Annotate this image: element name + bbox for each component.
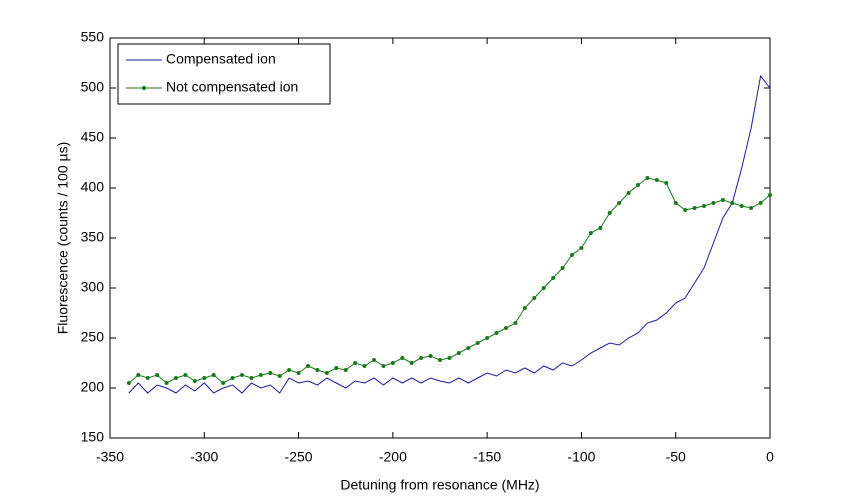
- series-marker: [381, 364, 386, 368]
- series-marker: [390, 361, 395, 365]
- x-tick-label: 0: [766, 449, 774, 465]
- series-marker: [315, 368, 320, 372]
- series-marker: [202, 376, 207, 380]
- series-marker: [541, 286, 546, 290]
- series-marker: [268, 371, 273, 375]
- series-marker: [475, 341, 480, 345]
- series-marker: [174, 376, 178, 380]
- series-marker: [240, 373, 244, 377]
- series-marker: [221, 381, 226, 385]
- series-line: [128, 177, 771, 384]
- series-marker: [607, 211, 612, 215]
- series-marker: [362, 364, 367, 368]
- series-marker: [296, 371, 301, 375]
- series-marker: [692, 206, 697, 210]
- series-marker: [126, 381, 131, 385]
- series-marker: [306, 364, 310, 368]
- x-tick-label: -350: [96, 449, 124, 465]
- series-marker: [504, 326, 508, 330]
- series-marker: [230, 376, 235, 380]
- series-marker: [183, 373, 188, 377]
- series-marker: [513, 321, 518, 325]
- series-marker: [711, 201, 716, 205]
- legend-marker: [142, 86, 146, 90]
- x-tick-label: -250: [285, 449, 313, 465]
- series-marker: [522, 306, 527, 310]
- y-tick-label: 300: [81, 279, 105, 295]
- y-axis-label: Fluorescence (counts / 100 µs): [55, 142, 71, 335]
- y-tick-label: 150: [81, 429, 105, 445]
- y-tick-label: 450: [81, 129, 105, 145]
- series-marker: [739, 204, 744, 208]
- series-marker: [456, 351, 461, 355]
- y-tick-label: 500: [81, 79, 105, 95]
- y-tick-label: 400: [81, 179, 105, 195]
- series-marker: [287, 368, 292, 372]
- series-line: [128, 74, 771, 394]
- series-marker: [164, 381, 169, 385]
- series-marker: [758, 201, 763, 205]
- series-marker: [428, 354, 433, 358]
- series-marker: [494, 331, 499, 335]
- series-marker: [277, 374, 282, 378]
- series-marker: [570, 253, 574, 257]
- series-marker: [598, 226, 603, 230]
- series-marker: [145, 376, 150, 380]
- series-marker: [588, 231, 593, 235]
- series-marker: [654, 178, 659, 182]
- series-marker: [683, 208, 688, 212]
- x-tick-label: -200: [379, 449, 407, 465]
- series-marker: [749, 206, 754, 210]
- x-tick-label: -50: [666, 449, 686, 465]
- series-marker: [409, 361, 414, 365]
- series-marker: [155, 373, 160, 377]
- series-marker: [343, 368, 348, 372]
- series-marker: [702, 204, 706, 208]
- series-marker: [730, 201, 735, 205]
- x-tick-label: -300: [190, 449, 218, 465]
- series-marker: [334, 366, 339, 370]
- series-marker: [438, 358, 442, 362]
- series-marker: [560, 266, 565, 270]
- legend-label: Compensated ion: [166, 51, 276, 67]
- series-marker: [466, 346, 471, 350]
- x-tick-label: -150: [473, 449, 501, 465]
- series-marker: [768, 193, 772, 197]
- series-marker: [664, 181, 669, 185]
- series-marker: [258, 373, 263, 377]
- series-marker: [645, 176, 650, 180]
- legend-box: [117, 43, 331, 105]
- x-axis-label: Detuning from resonance (MHz): [340, 477, 539, 493]
- series-marker: [626, 191, 631, 195]
- series-marker: [192, 379, 197, 383]
- series-marker: [673, 201, 678, 205]
- series-marker: [617, 201, 622, 205]
- series-marker: [136, 373, 141, 377]
- series-marker: [485, 336, 490, 340]
- series-marker: [551, 276, 556, 280]
- series-marker: [400, 356, 405, 360]
- y-tick-label: 250: [81, 329, 105, 345]
- series-marker: [636, 183, 640, 187]
- series-marker: [249, 376, 254, 380]
- series-marker: [579, 246, 584, 250]
- legend-label: Not compensated ion: [166, 79, 298, 95]
- y-tick-label: 200: [81, 379, 105, 395]
- series-marker: [532, 296, 537, 300]
- series-marker: [372, 358, 376, 362]
- series-marker: [353, 361, 358, 365]
- series-marker: [720, 198, 725, 202]
- series-marker: [324, 371, 329, 375]
- series-marker: [447, 356, 452, 360]
- x-tick-label: -100: [567, 449, 595, 465]
- y-tick-label: 550: [81, 29, 105, 45]
- series-marker: [211, 373, 216, 377]
- y-tick-label: 350: [81, 229, 105, 245]
- series-marker: [419, 356, 424, 360]
